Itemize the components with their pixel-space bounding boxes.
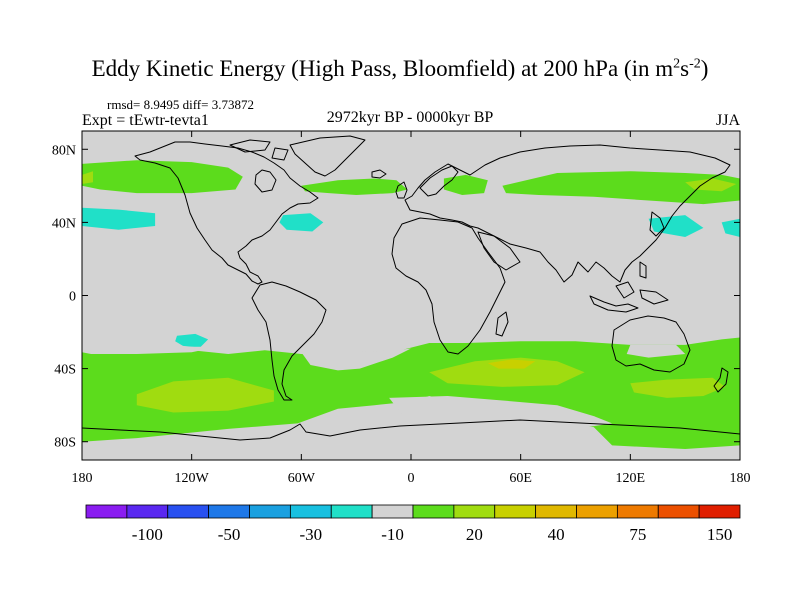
period-label: 2972kyr BP - 0000kyr BP <box>326 109 494 126</box>
colorbar-swatch <box>412 504 455 519</box>
coast-philippines <box>639 261 647 279</box>
colorbar-label: 75 <box>629 525 646 544</box>
colorbar-swatch <box>85 504 128 519</box>
field-region-green-1 <box>301 178 408 195</box>
field-region-cyan-6 <box>82 207 156 230</box>
field-region-green-0 <box>82 160 243 194</box>
colorbar-label: -30 <box>299 525 322 544</box>
colorbar: -100 -50 -30 -10 20 40 75 150 <box>85 504 741 544</box>
field-region-gray-14 <box>389 396 613 429</box>
coast-north-america <box>134 141 319 285</box>
colorbar-swatch <box>330 504 373 519</box>
coast-scandinavia <box>419 165 459 197</box>
y-tick-label: 40N <box>52 216 76 231</box>
colorbar-swatch <box>698 504 741 519</box>
experiment-label: Expt = tEwtr-tevta1 <box>82 112 209 129</box>
coast-madagascar <box>495 311 509 337</box>
x-tick-label: 180 <box>730 471 751 486</box>
statistics-label: rmsd= 8.9495 diff= 3.73872 <box>107 97 254 112</box>
field-region-cyan-10 <box>175 333 209 347</box>
colorbar-swatch <box>657 504 700 519</box>
coast-antarctica <box>82 419 740 441</box>
field-region-yellowgreen-4 <box>82 171 93 184</box>
colorbar-swatch <box>289 504 332 519</box>
coast-arctic-islands <box>229 139 289 161</box>
colorbar-label: 150 <box>707 525 733 544</box>
x-tick-label: 0 <box>408 471 415 486</box>
coast-arabia <box>477 231 521 271</box>
coast-africa <box>391 217 506 355</box>
colorbar-swatch <box>249 504 291 519</box>
colorbar-swatch <box>126 504 169 519</box>
x-tick-label: 60E <box>509 471 532 486</box>
colorbar-swatch <box>494 504 537 519</box>
colorbar-label: -100 <box>132 525 163 544</box>
coast-british-isles <box>395 181 408 199</box>
axis-ticks: 180 120W 60W 0 60E 120E 180 80N 40N 0 40S 80S <box>52 131 751 486</box>
coast-eurasia <box>404 144 731 283</box>
x-tick-label: 60W <box>288 471 316 486</box>
field-region-cyan-9 <box>721 218 740 237</box>
coast-greenland <box>289 135 366 177</box>
field-region-gray-15 <box>626 344 686 358</box>
coast-hudson-bay <box>254 169 277 193</box>
colorbar-label: -10 <box>381 525 404 544</box>
field-region-gray-12 <box>82 341 210 354</box>
field-region-yellowgreen-17 <box>429 357 585 387</box>
coast-south-america <box>251 281 327 401</box>
colorbar-swatch <box>616 504 659 519</box>
x-tick-label: 120W <box>175 471 210 486</box>
colorbar-swatch <box>535 504 577 519</box>
colorbar-swatch <box>453 504 496 519</box>
field-region-yellow-18 <box>487 359 536 369</box>
field-region-yellowgreen-16 <box>136 377 274 413</box>
coast-indonesia <box>589 281 669 313</box>
y-tick-label: 80S <box>54 436 76 451</box>
map-title: Eddy Kinetic Energy (High Pass, Bloomfie… <box>91 56 709 81</box>
field-region-yellowgreen-19 <box>630 377 726 398</box>
eddy-energy-field <box>82 131 740 460</box>
x-tick-label: 120E <box>616 471 646 486</box>
y-tick-label: 0 <box>69 290 76 305</box>
coast-australia <box>611 315 691 373</box>
x-tick-label: 180 <box>72 471 93 486</box>
colorbar-label: 20 <box>466 525 483 544</box>
colorbar-swatch <box>208 504 250 519</box>
field-region-cyan-7 <box>279 213 324 232</box>
coast-new-zealand <box>713 367 729 393</box>
y-tick-label: 80N <box>52 143 76 158</box>
colorbar-swatch <box>167 504 210 519</box>
colorbar-swatch <box>371 504 414 519</box>
field-region-green-3 <box>502 171 740 205</box>
field-region-green-2 <box>443 174 488 195</box>
colorbar-label: 40 <box>548 525 565 544</box>
y-tick-label: 40S <box>54 363 76 378</box>
coastlines <box>82 135 740 441</box>
coast-japan <box>649 211 665 237</box>
colorbar-swatch <box>576 504 618 519</box>
coast-iceland <box>371 169 387 179</box>
colorbar-label: -50 <box>218 525 241 544</box>
season-label: JJA <box>715 112 740 129</box>
field-region-gray-13 <box>301 348 411 371</box>
